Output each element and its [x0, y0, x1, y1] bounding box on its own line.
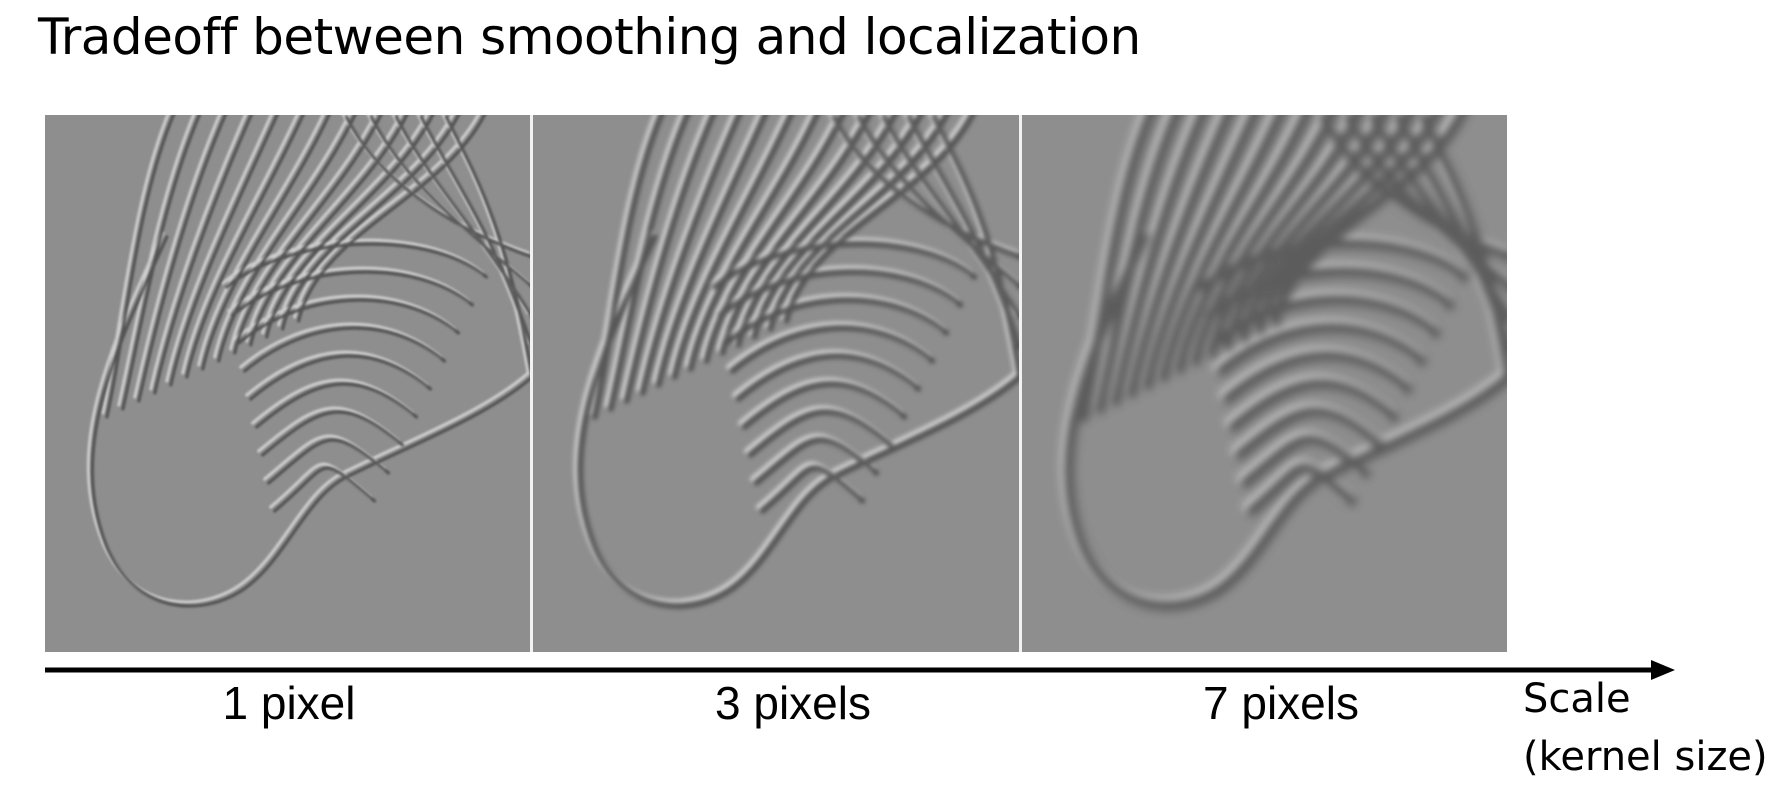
- edge-image-7px: [1018, 115, 1507, 652]
- axis-label-line2: (kernel size): [1523, 734, 1768, 780]
- axis-label: Scale (kernel size): [1523, 670, 1768, 786]
- scale-axis-arrow: [45, 658, 1675, 682]
- panel-label-2: 3 pixels: [715, 677, 871, 729]
- zebra-edge-image: [86, 115, 531, 608]
- zebra-edge-image: [1059, 115, 1507, 612]
- axis-label-line1: Scale: [1523, 676, 1631, 722]
- edge-image-3px: [530, 115, 1019, 652]
- page-title: Tradeoff between smoothing and localizat…: [38, 8, 1141, 66]
- image-strip: [45, 115, 1507, 652]
- zebra-edge-image: [573, 115, 1019, 609]
- panel-label-3: 7 pixels: [1203, 677, 1359, 729]
- edge-image-1px: [45, 115, 531, 652]
- panel-label-1: 1 pixel: [222, 677, 356, 729]
